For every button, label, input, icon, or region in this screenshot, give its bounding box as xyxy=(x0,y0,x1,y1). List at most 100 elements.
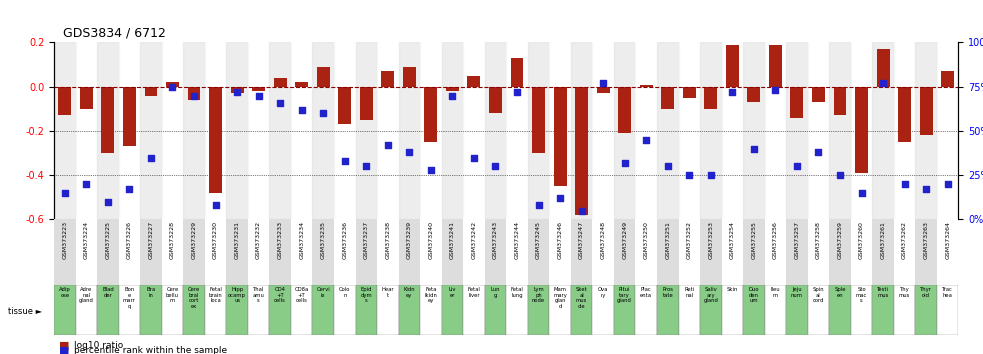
Text: Ova
ry: Ova ry xyxy=(598,287,608,298)
Text: GSM373255: GSM373255 xyxy=(751,221,756,259)
Bar xyxy=(747,87,760,102)
Bar xyxy=(528,42,549,219)
Text: GSM373247: GSM373247 xyxy=(579,221,584,259)
Point xyxy=(616,160,632,166)
FancyBboxPatch shape xyxy=(506,285,528,335)
Bar xyxy=(571,42,593,219)
Text: GSM373244: GSM373244 xyxy=(514,221,519,259)
FancyBboxPatch shape xyxy=(441,285,463,335)
Text: GSM373260: GSM373260 xyxy=(859,221,864,259)
Text: GSM373250: GSM373250 xyxy=(644,221,649,259)
Bar xyxy=(183,42,204,219)
Bar xyxy=(553,87,566,186)
Point xyxy=(789,164,805,169)
Bar xyxy=(273,78,287,87)
Bar xyxy=(549,42,571,219)
Text: Lun
g: Lun g xyxy=(491,287,500,298)
FancyBboxPatch shape xyxy=(377,219,398,285)
Bar xyxy=(188,87,201,100)
FancyBboxPatch shape xyxy=(119,219,141,285)
Bar xyxy=(898,87,911,142)
Bar xyxy=(700,42,722,219)
FancyBboxPatch shape xyxy=(204,219,226,285)
Bar xyxy=(338,87,351,124)
Point xyxy=(186,93,202,98)
Bar xyxy=(441,42,463,219)
Bar xyxy=(786,42,808,219)
Point xyxy=(251,93,266,98)
Bar xyxy=(226,42,248,219)
Text: Adip
ose: Adip ose xyxy=(59,287,71,298)
FancyBboxPatch shape xyxy=(894,219,915,285)
Text: GSM373234: GSM373234 xyxy=(299,221,304,259)
FancyBboxPatch shape xyxy=(937,285,958,335)
FancyBboxPatch shape xyxy=(226,219,248,285)
Text: Sple
en: Sple en xyxy=(835,287,845,298)
Text: Liv
er: Liv er xyxy=(448,287,456,298)
Text: Thy
mus: Thy mus xyxy=(898,287,910,298)
FancyBboxPatch shape xyxy=(420,285,441,335)
FancyBboxPatch shape xyxy=(872,219,894,285)
Point xyxy=(552,195,568,201)
Point xyxy=(122,187,138,192)
Bar xyxy=(618,87,631,133)
FancyBboxPatch shape xyxy=(313,219,334,285)
FancyBboxPatch shape xyxy=(915,219,937,285)
Text: GSM373254: GSM373254 xyxy=(729,221,735,259)
FancyBboxPatch shape xyxy=(97,285,119,335)
FancyBboxPatch shape xyxy=(937,219,958,285)
Text: GSM373257: GSM373257 xyxy=(794,221,799,259)
Bar xyxy=(635,42,657,219)
Bar xyxy=(360,87,373,120)
FancyBboxPatch shape xyxy=(334,219,356,285)
Text: Colo
n: Colo n xyxy=(339,287,351,298)
FancyBboxPatch shape xyxy=(291,285,313,335)
Text: Reti
nal: Reti nal xyxy=(684,287,694,298)
Text: GSM373237: GSM373237 xyxy=(364,221,369,259)
FancyBboxPatch shape xyxy=(54,285,76,335)
FancyBboxPatch shape xyxy=(894,285,915,335)
Text: Hipp
ocamp
us: Hipp ocamp us xyxy=(228,287,246,303)
Point xyxy=(207,202,223,208)
FancyBboxPatch shape xyxy=(614,219,635,285)
Bar xyxy=(141,42,162,219)
Bar xyxy=(166,82,179,87)
Text: Blad
der: Blad der xyxy=(102,287,114,298)
Bar xyxy=(812,87,825,102)
Bar xyxy=(872,42,894,219)
Bar xyxy=(295,82,308,87)
FancyBboxPatch shape xyxy=(872,285,894,335)
Text: GSM373241: GSM373241 xyxy=(450,221,455,259)
FancyBboxPatch shape xyxy=(356,219,377,285)
Bar xyxy=(253,87,265,91)
FancyBboxPatch shape xyxy=(183,285,204,335)
Point xyxy=(875,80,891,86)
Point xyxy=(768,87,783,93)
Text: tissue ►: tissue ► xyxy=(8,307,42,316)
FancyBboxPatch shape xyxy=(722,219,743,285)
FancyBboxPatch shape xyxy=(850,219,872,285)
Text: log10 ratio: log10 ratio xyxy=(74,341,123,350)
Text: Cere
bellu
m: Cere bellu m xyxy=(166,287,179,303)
FancyBboxPatch shape xyxy=(441,219,463,285)
Bar xyxy=(855,87,868,173)
Text: GSM373236: GSM373236 xyxy=(342,221,347,259)
Point xyxy=(294,107,310,113)
Text: GSM373225: GSM373225 xyxy=(105,221,110,259)
Bar xyxy=(722,42,743,219)
Text: Testi
mus: Testi mus xyxy=(877,287,889,298)
Bar xyxy=(468,76,481,87)
Point xyxy=(811,149,827,155)
FancyBboxPatch shape xyxy=(398,219,420,285)
FancyBboxPatch shape xyxy=(204,285,226,335)
Bar xyxy=(58,87,72,115)
Text: Bon
e
marr
q: Bon e marr q xyxy=(123,287,136,309)
Point xyxy=(596,80,611,86)
Text: GSM373223: GSM373223 xyxy=(62,221,67,259)
Text: ■: ■ xyxy=(59,340,70,350)
Bar xyxy=(683,87,696,98)
Text: GSM373249: GSM373249 xyxy=(622,221,627,259)
FancyBboxPatch shape xyxy=(614,285,635,335)
FancyBboxPatch shape xyxy=(485,285,506,335)
FancyBboxPatch shape xyxy=(54,219,76,285)
